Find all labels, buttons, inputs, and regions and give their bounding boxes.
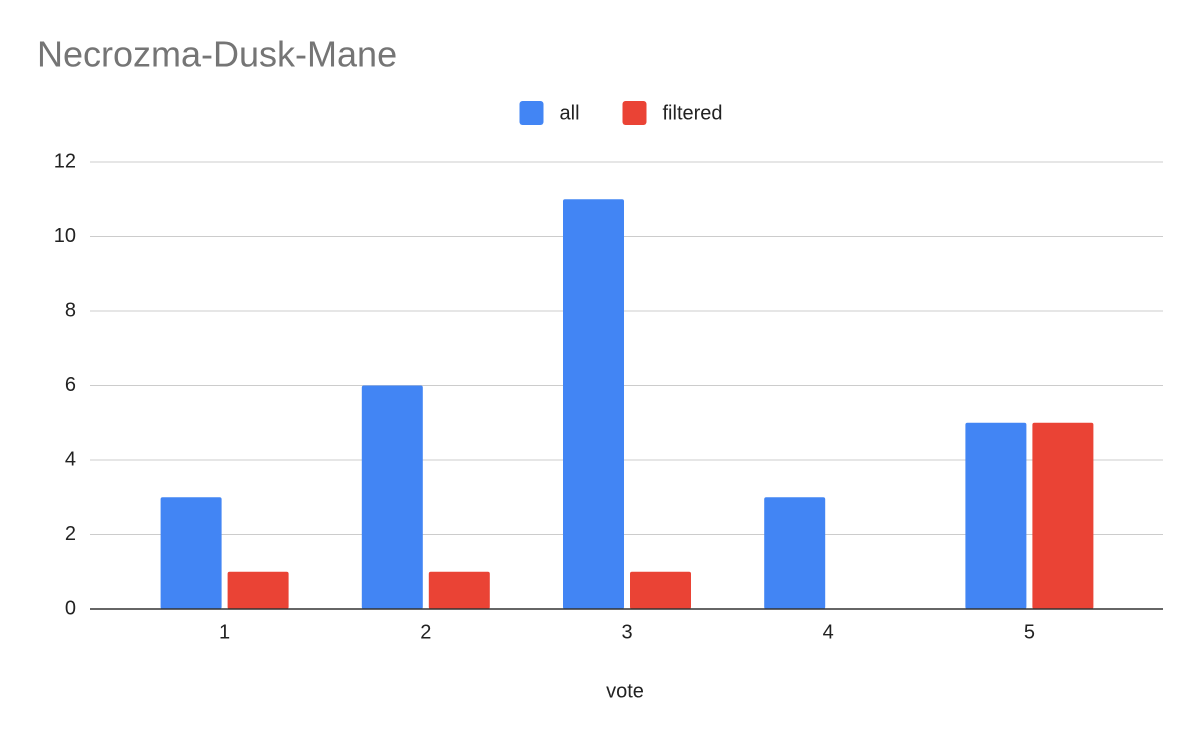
bar xyxy=(1032,422,1094,609)
legend-swatch xyxy=(622,101,647,125)
bar xyxy=(160,497,222,609)
y-tick-label: 10 xyxy=(54,225,76,247)
chart-title: Necrozma-Dusk-Mane xyxy=(37,34,397,75)
bar xyxy=(630,571,691,609)
bar xyxy=(563,199,624,609)
bar xyxy=(428,571,490,609)
bar xyxy=(965,422,1027,609)
y-tick-label: 0 xyxy=(65,597,76,619)
bar xyxy=(764,497,826,609)
x-tick-label: 5 xyxy=(1024,621,1035,643)
y-tick-label: 2 xyxy=(65,523,76,545)
legend-label: filtered xyxy=(663,102,723,124)
x-tick-label: 4 xyxy=(823,621,834,643)
y-tick-label: 4 xyxy=(65,448,76,470)
bar xyxy=(227,571,289,609)
legend-label: all xyxy=(560,102,580,124)
x-axis-label: vote xyxy=(606,680,644,702)
bar xyxy=(361,385,423,609)
y-tick-label: 8 xyxy=(65,299,76,321)
x-tick-label: 2 xyxy=(420,621,431,643)
y-tick-label: 12 xyxy=(54,150,76,172)
y-tick-label: 6 xyxy=(65,374,76,396)
legend-swatch xyxy=(519,101,544,125)
x-tick-label: 3 xyxy=(621,621,632,643)
x-tick-label: 1 xyxy=(219,621,230,643)
